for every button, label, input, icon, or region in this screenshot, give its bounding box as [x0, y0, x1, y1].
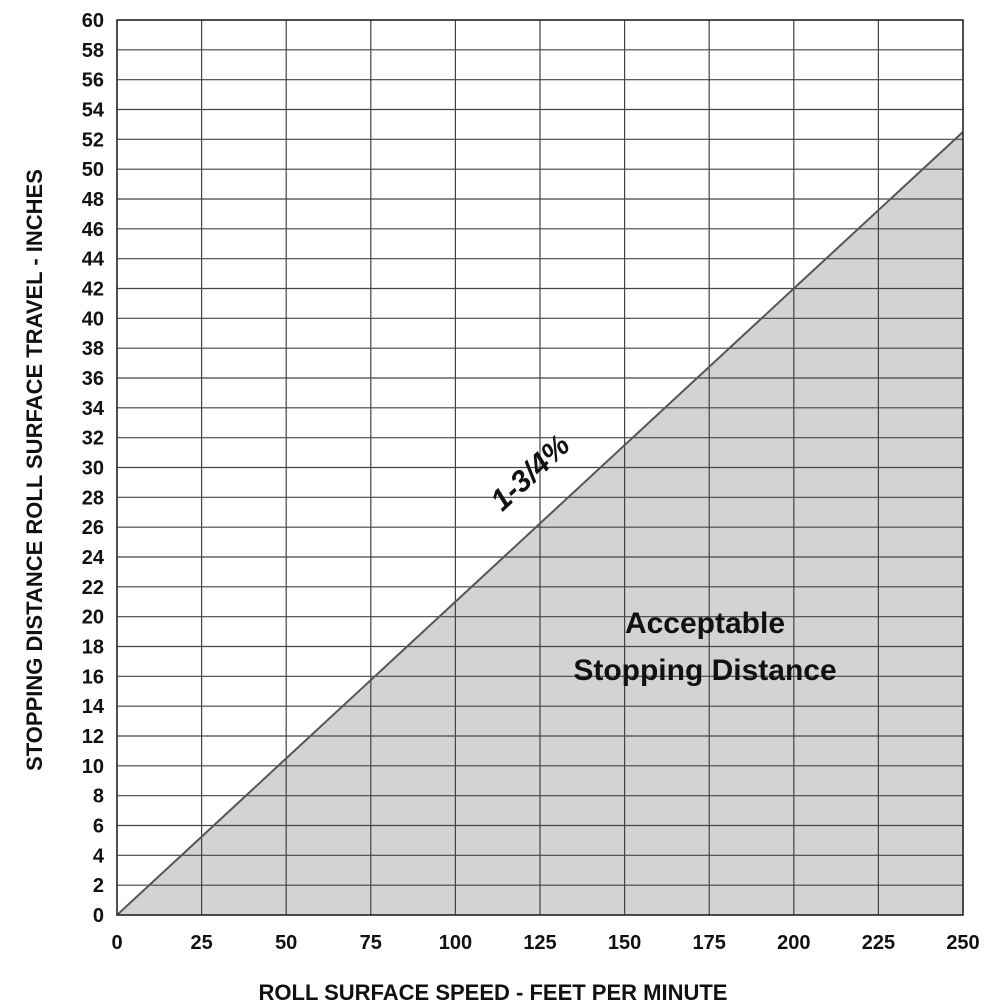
series-line-1-3-4-percent — [116, 131, 964, 916]
y-tick-label: 18 — [82, 637, 104, 659]
x-tick-label: 100 — [439, 932, 472, 954]
y-tick-label: 46 — [82, 219, 104, 241]
y-tick-label: 32 — [82, 428, 104, 450]
x-tick-label: 250 — [946, 932, 979, 954]
y-tick-label: 22 — [82, 577, 104, 599]
y-tick-label: 48 — [82, 189, 104, 211]
y-tick-label: 56 — [82, 70, 104, 92]
y-tick-label: 4 — [93, 845, 105, 867]
x-tick-label: 125 — [523, 932, 556, 954]
y-tick-label: 0 — [93, 905, 104, 927]
y-tick-label: 30 — [82, 458, 104, 480]
x-tick-label: 25 — [190, 932, 212, 954]
x-tick-label: 0 — [111, 932, 122, 954]
x-tick-label: 150 — [608, 932, 641, 954]
y-tick-label: 34 — [82, 398, 105, 420]
y-tick-label: 44 — [82, 249, 105, 271]
y-tick-label: 24 — [82, 547, 105, 569]
y-tick-label: 10 — [82, 756, 104, 778]
y-tick-label: 16 — [82, 666, 104, 688]
x-axis-title: ROLL SURFACE SPEED - FEET PER MINUTE — [259, 980, 728, 1005]
y-tick-label: 50 — [82, 159, 104, 181]
y-tick-label: 52 — [82, 129, 104, 151]
y-tick-label: 38 — [82, 338, 104, 360]
x-tick-label: 200 — [777, 932, 810, 954]
x-tick-label: 175 — [693, 932, 726, 954]
plot-frame — [116, 19, 964, 916]
y-tick-label: 6 — [93, 816, 104, 838]
y-tick-label: 28 — [82, 487, 104, 509]
y-tick-label: 12 — [82, 726, 104, 748]
y-tick-label: 42 — [82, 279, 104, 301]
x-tick-label: 75 — [360, 932, 382, 954]
y-tick-label: 20 — [82, 607, 104, 629]
y-tick-label: 60 — [82, 10, 104, 32]
region-label-line-2: Stopping Distance — [573, 654, 836, 687]
y-tick-label: 36 — [82, 368, 104, 390]
y-tick-label: 58 — [82, 40, 104, 62]
x-tick-label: 50 — [275, 932, 297, 954]
y-tick-label: 54 — [82, 100, 105, 122]
x-tick-labels: 0 25 50 75 100 125 150 175 200 225 250 — [111, 932, 979, 954]
y-tick-label: 14 — [82, 696, 105, 718]
y-tick-label: 8 — [93, 786, 104, 808]
region-label: Acceptable — [625, 607, 785, 640]
y-tick-label: 2 — [93, 875, 104, 897]
x-tick-label: 225 — [862, 932, 895, 954]
y-tick-labels: 0246810121416182022242628303234363840424… — [82, 10, 105, 927]
y-tick-label: 26 — [82, 517, 104, 539]
y-axis-title: STOPPING DISTANCE ROLL SURFACE TRAVEL - … — [22, 169, 47, 771]
y-tick-label: 40 — [82, 308, 104, 330]
